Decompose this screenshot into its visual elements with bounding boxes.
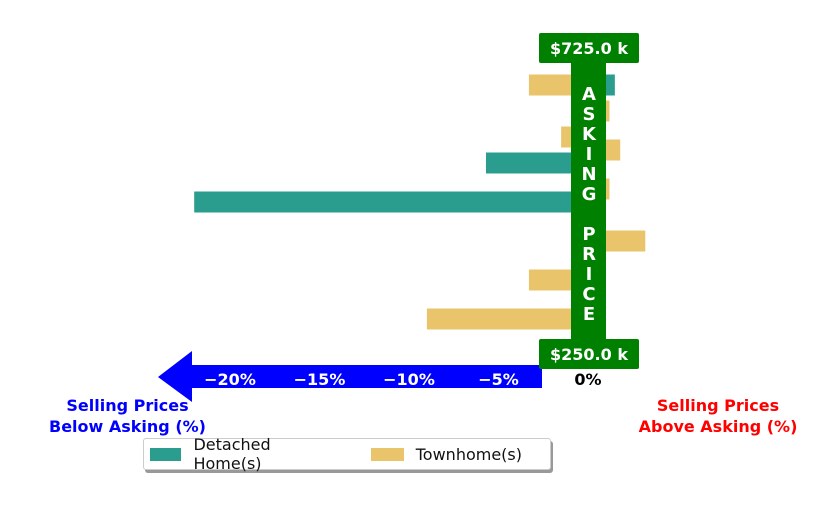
legend-item-townhome: Townhome(s) (370, 444, 522, 464)
below-asking-note: Selling Prices Below Asking (%) (35, 395, 220, 437)
legend-swatch-detached (150, 447, 182, 461)
asking-price-letter: G (582, 184, 597, 205)
x-tick-label: −5% (478, 370, 519, 389)
legend: Detached Home(s) Townhome(s) (143, 435, 551, 473)
legend-label-townhome: Townhome(s) (415, 444, 522, 464)
bar-detached-11 (194, 191, 588, 213)
x-tick-label: 0% (574, 370, 601, 389)
asking-price-letter: E (583, 304, 595, 325)
legend-item-detached: Detached Home(s) (150, 435, 337, 473)
bar-detached-8 (485, 152, 588, 174)
legend-label-detached: Detached Home(s) (193, 435, 271, 473)
asking-price-letter: P (582, 224, 595, 245)
below-asking-note-line1: Selling Prices (66, 396, 189, 415)
x-tick-label: −20% (204, 370, 256, 389)
below-asking-arrow (158, 351, 542, 402)
asking-price-letter: A (582, 84, 596, 105)
x-tick-labels: −20% −15% −10% −5% 0% (204, 370, 601, 389)
above-asking-note-line1: Selling Prices (656, 396, 780, 415)
asking-price-column (571, 48, 606, 356)
asking-price-letter: I (586, 264, 593, 285)
asking-price-letter: I (586, 144, 593, 165)
above-asking-note-line2: Above Asking (%) (638, 417, 798, 436)
asking-price-letter: N (581, 164, 596, 185)
bar-townhome-19 (426, 308, 588, 330)
above-asking-note: Selling Prices Above Asking (%) (628, 395, 808, 437)
x-tick-label: −10% (383, 370, 435, 389)
legend-swatch-townhome (370, 447, 404, 461)
min-price-label: $250.0 k (550, 345, 628, 364)
max-price-box (539, 33, 639, 63)
asking-price-letter: S (583, 104, 596, 125)
min-price-box (539, 339, 639, 369)
below-asking-note-line2: Below Asking (%) (49, 417, 206, 436)
max-price-label: $725.0 k (550, 39, 628, 58)
asking-price-letter: R (582, 244, 596, 265)
x-tick-label: −15% (294, 370, 346, 389)
asking-price-letter: K (582, 124, 597, 145)
asking-price-letter: C (582, 284, 595, 305)
